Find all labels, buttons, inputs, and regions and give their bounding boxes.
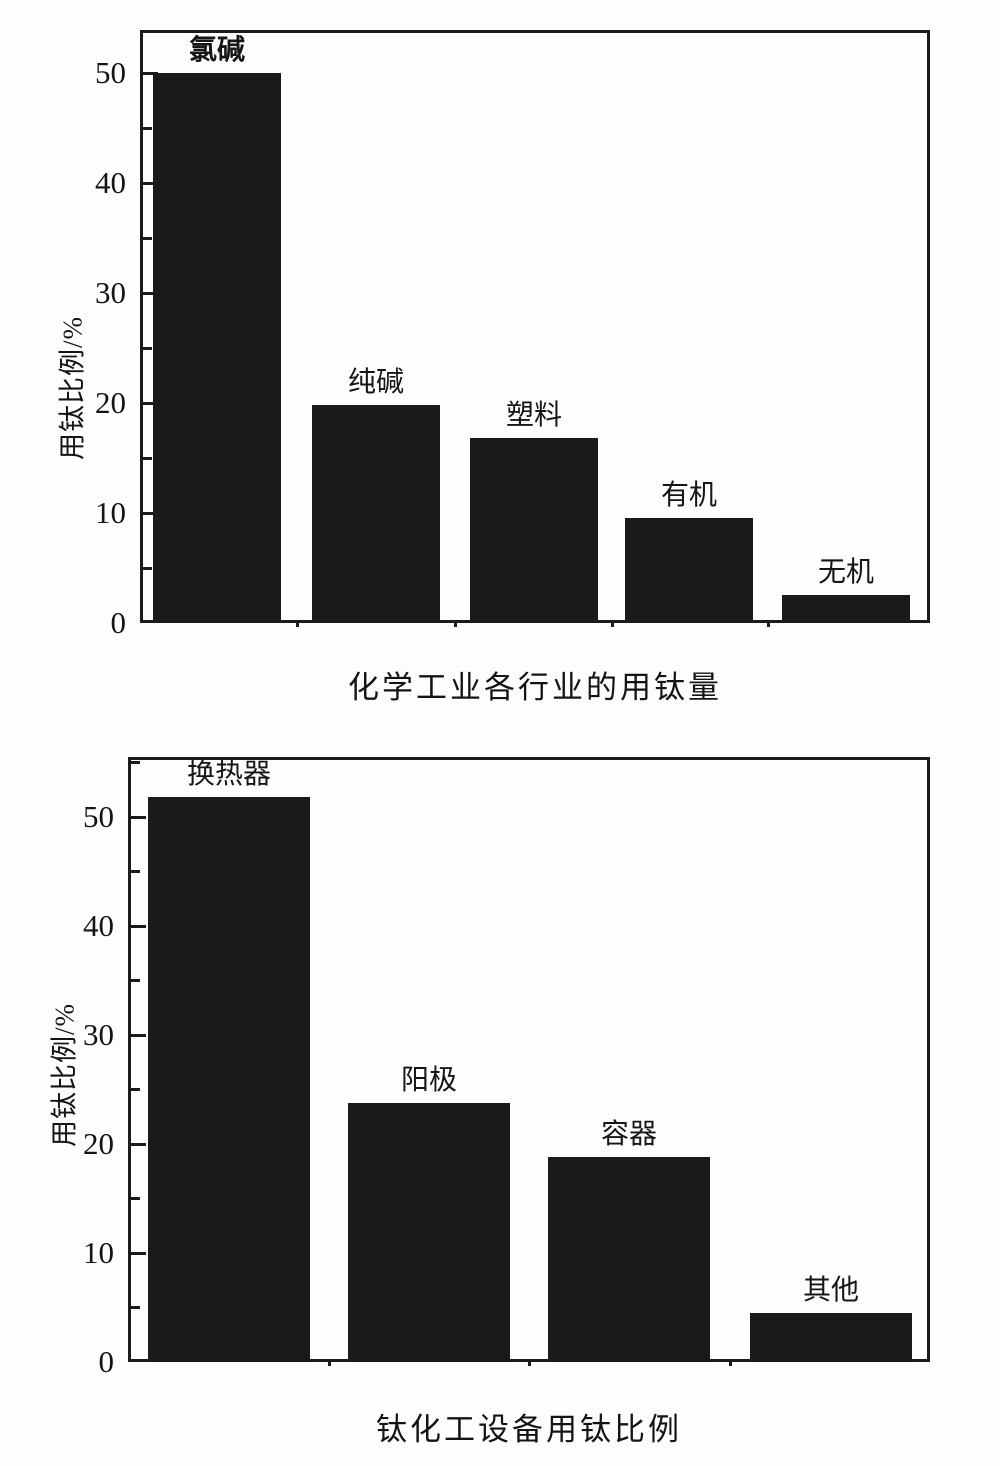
- y-tick-label: 40: [83, 907, 114, 943]
- chart-title: 钛化工设备用钛比例: [376, 1412, 682, 1447]
- bar-category-label: 氯碱: [188, 34, 245, 66]
- y-axis-major-tick: [131, 815, 146, 819]
- y-axis-minor-tick: [143, 126, 152, 130]
- x-axis-tick: [454, 621, 457, 627]
- y-axis-minor-tick: [143, 236, 152, 240]
- bar-category-label: 换热器: [186, 759, 271, 791]
- x-axis-tick: [729, 1360, 732, 1366]
- y-axis-minor-tick: [131, 1306, 140, 1310]
- bar-category-label: 有机: [660, 480, 717, 512]
- y-tick-label: 20: [95, 384, 126, 420]
- bar: [348, 1102, 510, 1362]
- bar-category-label: 纯碱: [347, 367, 404, 399]
- y-axis-minor-tick: [131, 1088, 140, 1092]
- bar: [625, 518, 753, 623]
- y-axis-minor-tick: [131, 979, 140, 983]
- bar-category-label: 容器: [600, 1119, 657, 1151]
- y-axis-label: 用钛比例/%: [49, 1003, 80, 1147]
- y-axis-major-tick: [143, 401, 158, 405]
- x-axis-tick: [328, 1360, 331, 1366]
- x-axis-tick: [766, 621, 770, 627]
- x-axis-tick: [610, 621, 614, 627]
- y-axis-minor-tick: [143, 346, 152, 350]
- y-tick-label: 0: [110, 605, 127, 640]
- y-tick-label: 0: [98, 1344, 115, 1379]
- x-axis-tick: [295, 621, 299, 627]
- y-axis-major-tick: [131, 1251, 146, 1255]
- bar-category-label: 无机: [817, 557, 874, 589]
- y-tick-label: 50: [83, 798, 114, 834]
- bar: [148, 797, 310, 1362]
- bar: [470, 438, 598, 623]
- y-axis-major-tick: [143, 71, 158, 75]
- y-tick-label: 40: [95, 164, 126, 200]
- chart-title: 化学工业各行业的用钛量: [348, 670, 722, 705]
- y-axis-major-tick: [131, 924, 146, 928]
- y-tick-label: 10: [83, 1234, 114, 1270]
- bar-category-label: 阳极: [400, 1064, 457, 1096]
- y-axis-minor-tick: [131, 761, 140, 765]
- bar-category-label: 其他: [802, 1274, 859, 1306]
- y-axis-major-tick: [131, 1033, 146, 1037]
- y-axis-label: 用钛比例/%: [57, 316, 88, 460]
- y-tick-label: 10: [95, 494, 126, 530]
- bar: [750, 1312, 912, 1362]
- x-axis-tick: [528, 1360, 531, 1366]
- y-tick-label: 30: [95, 274, 126, 310]
- bar: [312, 405, 440, 623]
- y-tick-label: 30: [83, 1016, 114, 1052]
- y-axis-major-tick: [131, 1142, 146, 1146]
- bar: [782, 595, 910, 623]
- y-axis-major-tick: [143, 511, 158, 515]
- y-axis-major-tick: [143, 181, 158, 185]
- bar-category-label: 塑料: [505, 400, 562, 432]
- y-axis-minor-tick: [131, 870, 140, 874]
- bar: [153, 72, 281, 623]
- bar: [548, 1157, 710, 1362]
- y-axis-minor-tick: [143, 566, 152, 570]
- y-axis-major-tick: [143, 291, 158, 295]
- y-axis-minor-tick: [143, 456, 152, 460]
- y-tick-label: 20: [83, 1125, 114, 1161]
- y-tick-label: 50: [95, 54, 126, 90]
- y-axis-minor-tick: [131, 1197, 140, 1201]
